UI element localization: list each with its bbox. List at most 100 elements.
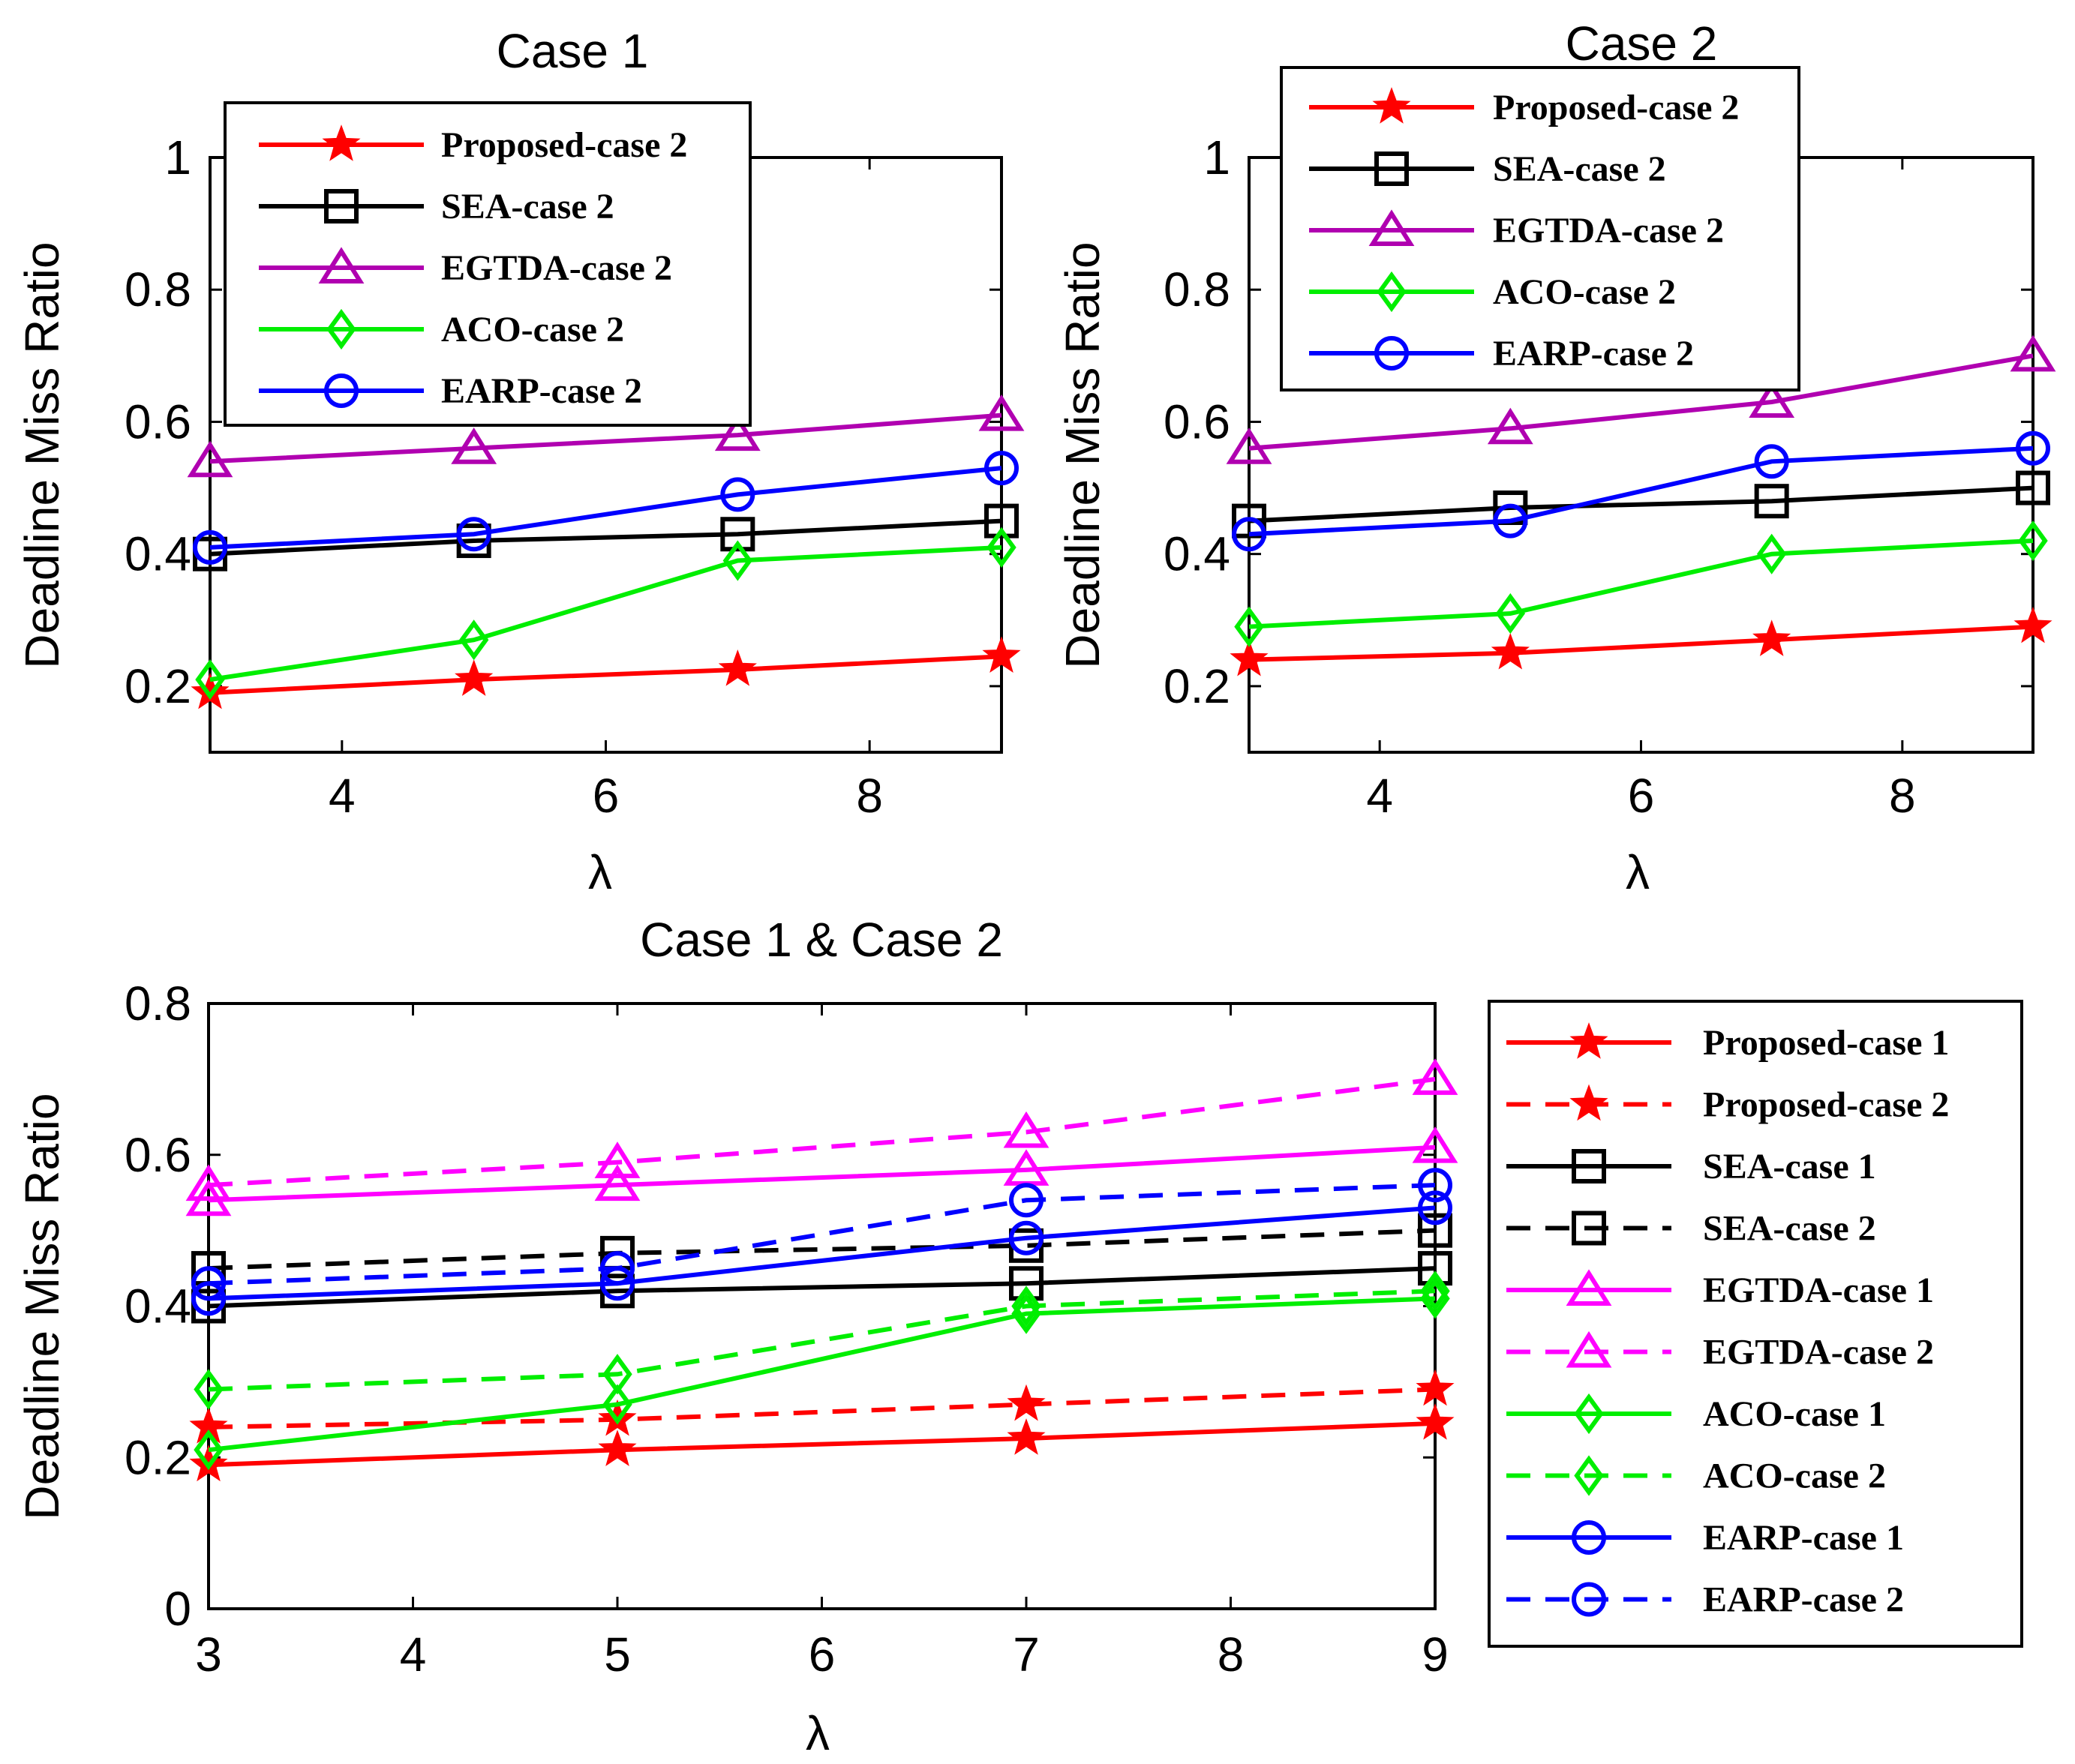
x-axis-label: λ bbox=[588, 845, 612, 899]
data-point bbox=[191, 1266, 226, 1301]
data-point bbox=[1009, 1183, 1044, 1218]
legend-label: SEA-case 2 bbox=[1493, 149, 1666, 189]
data-point bbox=[982, 636, 1021, 674]
data-point bbox=[456, 517, 491, 552]
data-point bbox=[2010, 334, 2056, 372]
legend-entry: ACO-case 2 bbox=[1506, 1455, 1886, 1496]
series-line bbox=[1248, 446, 2034, 537]
legend-label: SEA-case 2 bbox=[441, 187, 614, 226]
legend-marker bbox=[1574, 1455, 1604, 1496]
data-point bbox=[1412, 1058, 1458, 1095]
data-point bbox=[1493, 503, 1528, 538]
y-axis-label: Deadline Miss Ratio bbox=[15, 242, 69, 668]
x-tick-label: 4 bbox=[1366, 769, 1393, 823]
legend-entry: SEA-case 2 bbox=[1309, 149, 1666, 189]
data-point bbox=[191, 672, 230, 710]
data-point bbox=[451, 428, 497, 464]
series-line bbox=[1248, 353, 2034, 451]
data-point bbox=[458, 620, 489, 661]
chart-title: Case 2 bbox=[1566, 16, 1718, 70]
series-earp-case-2 bbox=[1232, 430, 2050, 552]
legend-label: Proposed-case 1 bbox=[1703, 1023, 1949, 1063]
legend-entry: Proposed-case 2 bbox=[1309, 87, 1739, 128]
y-tick-label: 0.4 bbox=[125, 1280, 191, 1334]
data-point bbox=[1011, 1286, 1041, 1327]
legend-marker bbox=[1572, 1149, 1606, 1184]
legend-entry: EGTDA-case 1 bbox=[1506, 1269, 1934, 1310]
data-point bbox=[1232, 503, 1266, 538]
series-line bbox=[209, 518, 1002, 556]
series-line bbox=[208, 1144, 1436, 1203]
legend-label: EARP-case 1 bbox=[1703, 1518, 1904, 1558]
legend-label: ACO-case 2 bbox=[1493, 272, 1676, 312]
data-point bbox=[2018, 520, 2048, 562]
legend-entry: EARP-case 2 bbox=[1506, 1580, 1904, 1620]
x-tick-label: 9 bbox=[1422, 1628, 1449, 1682]
data-point bbox=[195, 658, 225, 700]
legend-entry: SEA-case 1 bbox=[1506, 1147, 1876, 1186]
series-egtda-case-2 bbox=[1226, 334, 2056, 464]
data-point bbox=[1009, 1220, 1044, 1256]
data-point bbox=[1234, 606, 1264, 647]
series-line bbox=[1248, 538, 2034, 629]
legend-label: EARP-case 2 bbox=[1703, 1580, 1904, 1620]
legend-marker bbox=[1572, 1210, 1606, 1246]
legend-marker bbox=[1569, 1084, 1608, 1121]
series-line bbox=[209, 654, 1002, 695]
data-point bbox=[714, 414, 761, 452]
data-point bbox=[185, 1164, 232, 1202]
chart-title: Case 1 bbox=[497, 24, 649, 78]
data-point bbox=[602, 1384, 632, 1425]
legend-label: EARP-case 2 bbox=[1493, 334, 1694, 374]
data-point bbox=[594, 1164, 641, 1202]
series-line bbox=[208, 1183, 1436, 1286]
x-tick-label: 8 bbox=[1218, 1628, 1245, 1682]
legend-marker bbox=[1566, 1269, 1612, 1306]
legend-marker bbox=[1368, 209, 1415, 246]
data-point bbox=[1420, 1270, 1450, 1312]
data-point bbox=[600, 1251, 635, 1286]
legend-label: SEA-case 2 bbox=[1703, 1209, 1876, 1249]
legend-entry: EGTDA-case 2 bbox=[1506, 1330, 1934, 1372]
series-earp-case-2 bbox=[193, 451, 1019, 565]
data-point bbox=[598, 1430, 637, 1466]
series-egtda-case-2 bbox=[187, 394, 1025, 478]
legend-entry: Proposed-case 2 bbox=[259, 124, 687, 165]
data-point bbox=[720, 517, 755, 552]
legend-label: EGTDA-case 1 bbox=[1703, 1270, 1934, 1310]
chart-panel-1: 4 6 8 0.2 0.4 0.6 0.8 1 Case 1 λ Deadline Miss Rat… bbox=[15, 24, 1025, 899]
data-point bbox=[455, 659, 494, 696]
series-line bbox=[1248, 624, 2034, 662]
legend-marker bbox=[1377, 271, 1407, 313]
data-point bbox=[718, 650, 757, 686]
data-point bbox=[1487, 407, 1533, 445]
legend-marker bbox=[1572, 1582, 1606, 1617]
data-point bbox=[2016, 430, 2050, 466]
legend-marker bbox=[1569, 1022, 1608, 1059]
series-line bbox=[208, 1296, 1436, 1453]
data-point bbox=[1416, 1403, 1455, 1440]
data-point bbox=[984, 503, 1019, 538]
data-point bbox=[194, 1430, 224, 1471]
legend-entry: ACO-case 1 bbox=[1506, 1393, 1886, 1435]
series-proposed-case-2 bbox=[1230, 606, 2052, 676]
y-tick-label: 0.2 bbox=[1164, 659, 1230, 713]
legend-label: SEA-case 1 bbox=[1703, 1147, 1876, 1186]
legend-label: EARP-case 2 bbox=[441, 371, 642, 411]
data-point bbox=[1412, 1126, 1458, 1163]
data-point bbox=[720, 477, 755, 512]
legend-label: Proposed-case 2 bbox=[1703, 1085, 1949, 1125]
x-tick-label: 6 bbox=[593, 769, 620, 823]
series-earp-case-2 bbox=[191, 1168, 1452, 1301]
data-point bbox=[1418, 1168, 1452, 1203]
legend-box bbox=[224, 101, 752, 427]
x-tick-label: 8 bbox=[856, 769, 883, 823]
data-point bbox=[978, 394, 1025, 431]
legend-marker bbox=[326, 308, 356, 350]
y-tick-label: 1 bbox=[1203, 130, 1230, 184]
series-proposed-case-2 bbox=[191, 636, 1021, 710]
series-aco-case-2 bbox=[195, 526, 1016, 700]
x-tick-label: 3 bbox=[195, 1628, 222, 1682]
data-point bbox=[1416, 1369, 1455, 1406]
data-point bbox=[1007, 1418, 1046, 1455]
